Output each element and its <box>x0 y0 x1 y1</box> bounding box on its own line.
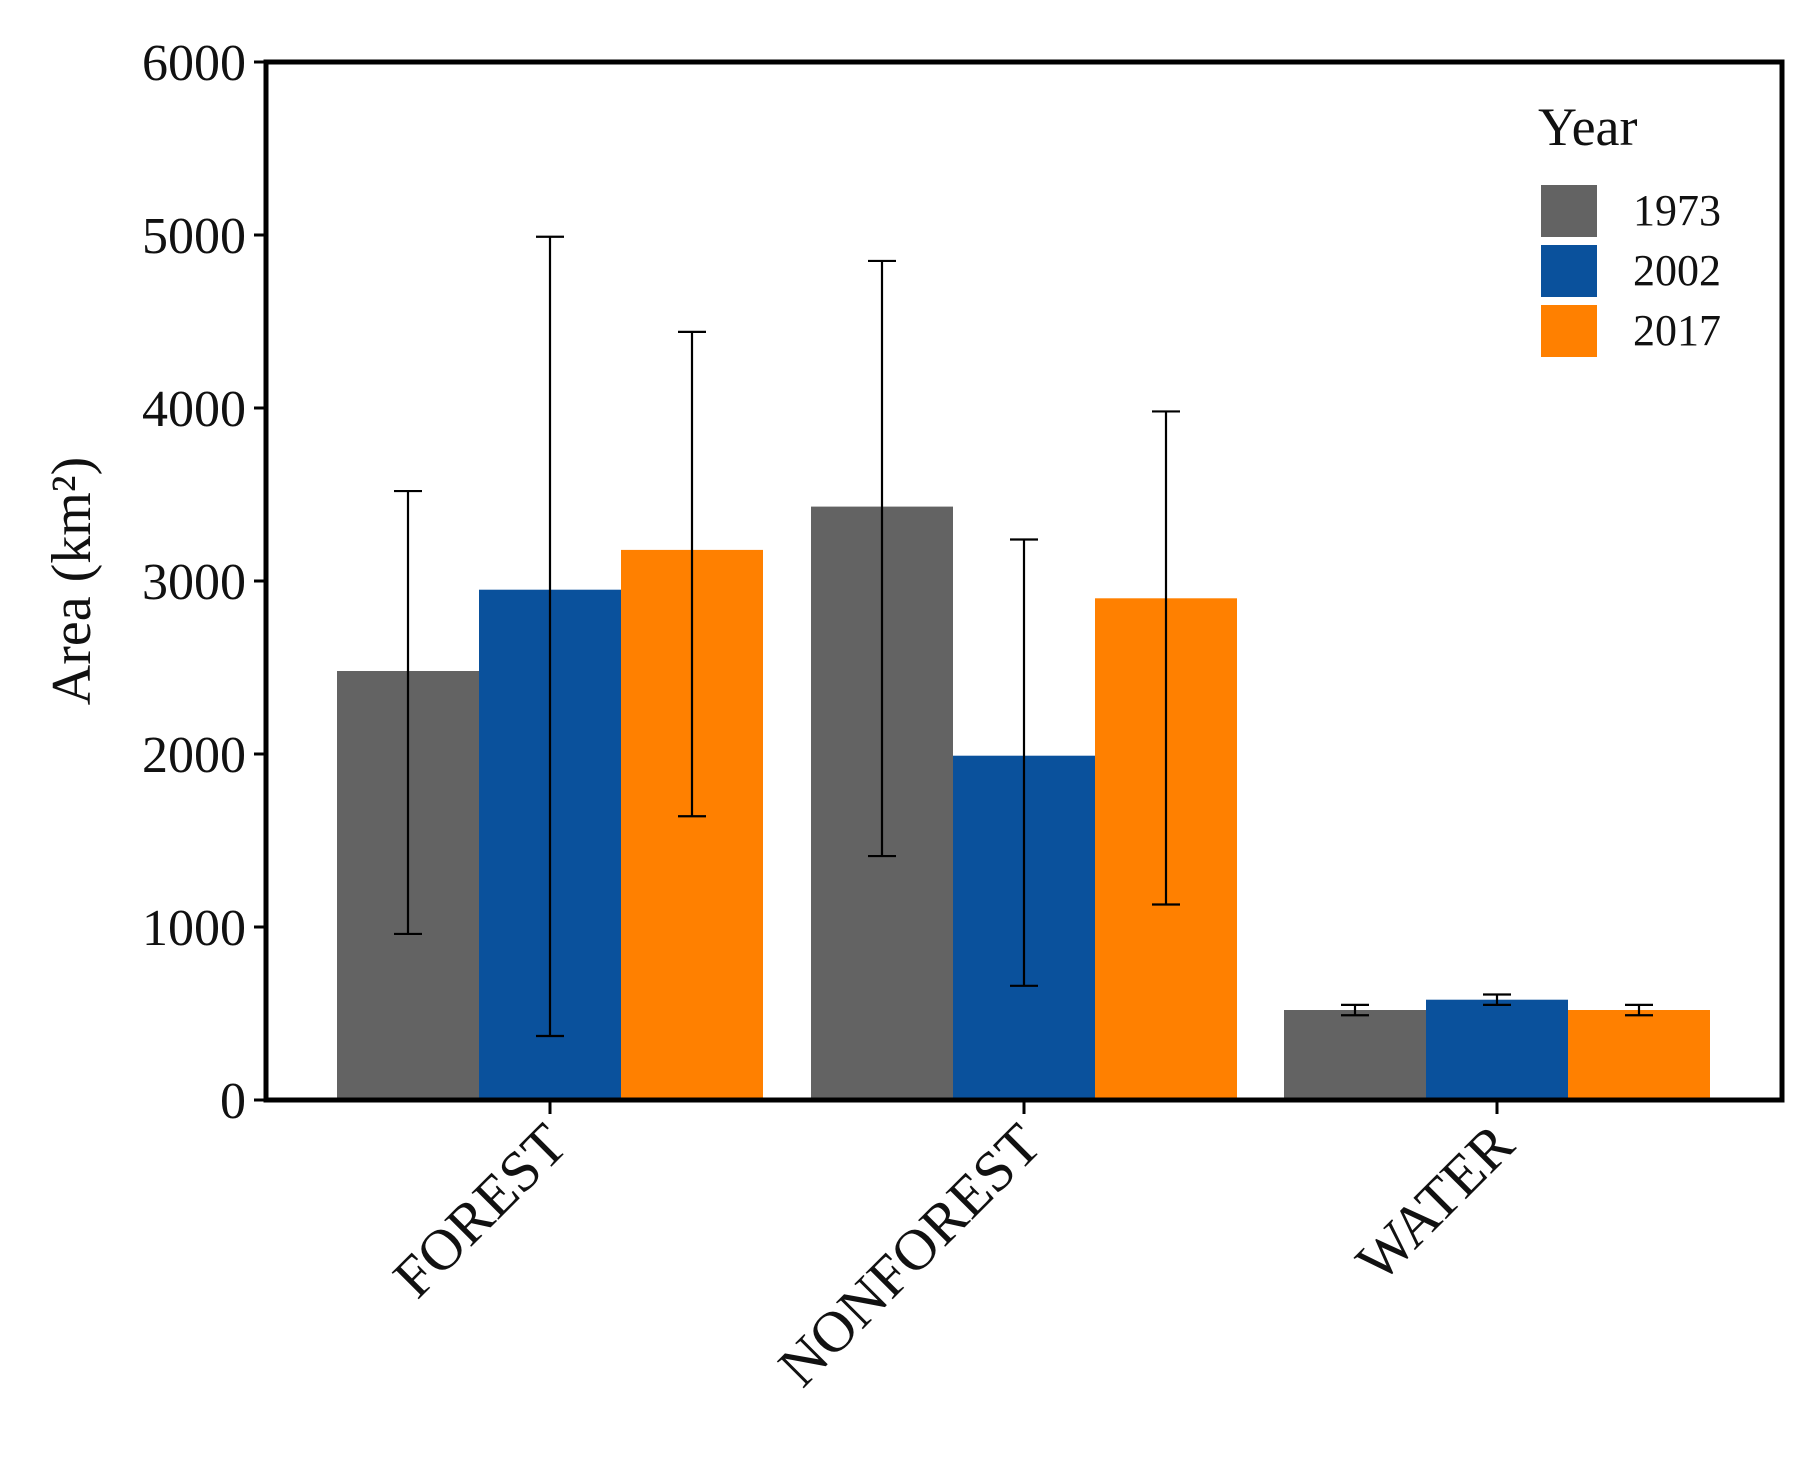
legend-label-2002: 2002 <box>1633 246 1721 295</box>
error-bar-forest-2017 <box>678 330 706 818</box>
error-bar-water-1973 <box>1341 1003 1369 1017</box>
y-axis: 0 1000 2000 3000 4000 5000 6000 <box>142 35 266 1130</box>
legend-swatch-2002 <box>1541 245 1597 297</box>
y-tick-label: 6000 <box>142 35 246 92</box>
y-tick-label: 4000 <box>142 381 246 438</box>
y-tick-label: 3000 <box>142 554 246 611</box>
legend-swatch-1973 <box>1541 185 1597 237</box>
bar-water-2002 <box>1426 999 1568 1100</box>
error-bar-nonforest-1973 <box>868 259 896 858</box>
y-tick-label: 1000 <box>142 900 246 957</box>
x-axis: FOREST NONFOREST WATER <box>381 1100 1527 1399</box>
y-tick-label: 5000 <box>142 208 246 265</box>
y-tick-label: 2000 <box>142 727 246 784</box>
bar-water-1973 <box>1284 1010 1426 1100</box>
legend-label-1973: 1973 <box>1633 186 1721 235</box>
y-axis-title: Area (km²) <box>41 457 103 705</box>
error-bar-water-2002 <box>1483 993 1511 1006</box>
category-label-nonforest: NONFOREST <box>766 1111 1054 1399</box>
error-bar-nonforest-2017 <box>1152 410 1180 906</box>
bar-water-2017 <box>1568 1010 1710 1100</box>
legend-swatch-2017 <box>1541 305 1597 357</box>
legend-title: Year <box>1538 97 1638 157</box>
error-bars-layer <box>394 235 1653 1038</box>
error-bar-nonforest-2002 <box>1010 538 1038 987</box>
legend: Year 1973 2002 2017 <box>1538 97 1721 357</box>
error-bar-water-2017 <box>1625 1003 1653 1017</box>
error-bar-forest-1973 <box>394 489 422 936</box>
category-label-water: WATER <box>1344 1111 1527 1294</box>
legend-label-2017: 2017 <box>1633 306 1721 355</box>
category-label-forest: FOREST <box>381 1111 580 1310</box>
y-tick-label: 0 <box>220 1073 246 1130</box>
error-bar-forest-2002 <box>536 235 564 1038</box>
